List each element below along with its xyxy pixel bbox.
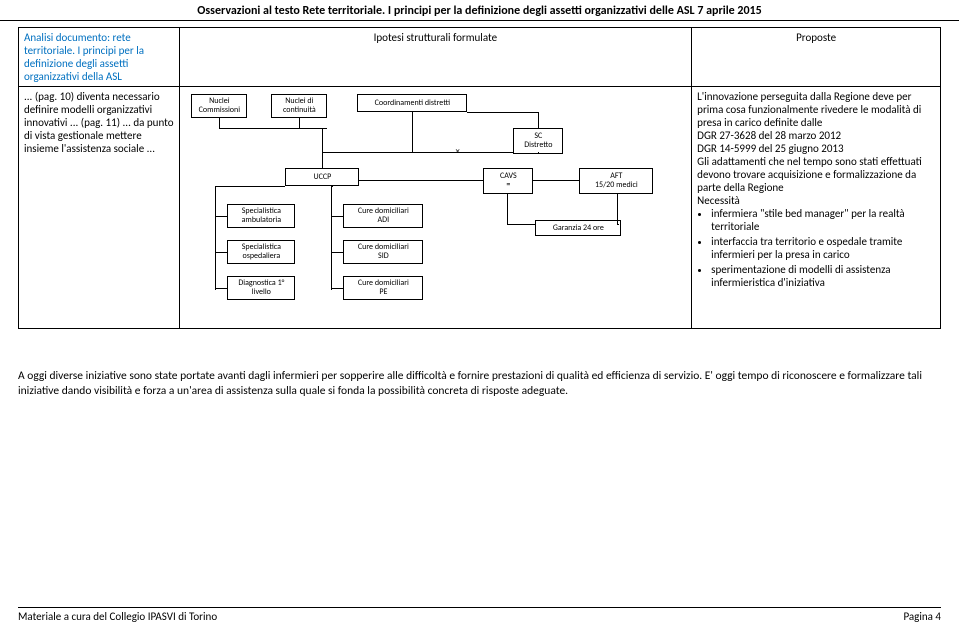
node-coord-distretti: Coordinamenti distretti: [357, 94, 467, 112]
col3-header: Proposte: [692, 28, 941, 87]
org-diagram: NucleiCommissioni Nuclei dicontinuità Co…: [185, 90, 685, 325]
footer-left: Materiale a cura del Collegio IPASVI di …: [18, 610, 217, 623]
node-sc-distretto: SCDistretto: [513, 128, 563, 154]
col1-header: Analisi documento: rete territoriale. I …: [19, 28, 180, 87]
node-diagnostica-livello: Diagnostica 1°livello: [227, 276, 295, 300]
footer-right: Pagina 4: [903, 610, 941, 623]
node-cavs: CAVS=: [483, 168, 533, 194]
col3-intro: L'innovazione perseguita dalla Regione d…: [697, 90, 935, 129]
foot-paragraph: A oggi diverse iniziative sono state por…: [0, 329, 959, 399]
node-cure-adi: Cure domiciliariADI: [343, 204, 423, 228]
list-item: sperimentazione di modelli di assistenza…: [711, 263, 935, 289]
node-spec-ospedaliera: Specialisticaospedaliera: [227, 240, 295, 264]
list-item: interfaccia tra territorio e ospedale tr…: [711, 235, 935, 261]
document-header: Osservazioni al testo Rete territoriale.…: [0, 0, 959, 21]
analysis-table: Analisi documento: rete territoriale. I …: [18, 27, 941, 329]
page-footer: Materiale a cura del Collegio IPASVI di …: [18, 607, 941, 623]
col3-dgr1: DGR 27-3628 del 28 marzo 2012: [697, 129, 935, 142]
node-uccp: UCCP: [285, 168, 359, 186]
col2-header: Ipotesi strutturali formulate: [179, 28, 692, 87]
node-garanzia: Garanzia 24 ore: [535, 220, 621, 236]
col1-body: ... (pag. 10) diventa necessario definir…: [19, 87, 180, 329]
col3-necessita: Necessità: [697, 194, 935, 207]
col3-dgr2: DGR 14-5999 del 25 giugno 2013: [697, 142, 935, 155]
node-nuclei-continuita: Nuclei dicontinuità: [271, 94, 327, 118]
col3-bullets: infermiera "stile bed manager" per la re…: [711, 207, 935, 289]
node-aft: AFT15/20 medici: [579, 168, 653, 194]
node-cure-sid: Cure domiciliariSID: [343, 240, 423, 264]
col3-body: L'innovazione perseguita dalla Regione d…: [692, 87, 941, 329]
node-spec-ambulatoria: Specialisticaambulatoria: [227, 204, 295, 228]
node-nuclei-commissioni: NucleiCommissioni: [191, 94, 247, 118]
node-cure-pe: Cure domiciliariPE: [343, 276, 423, 300]
col3-adatt: Gli adattamenti che nel tempo sono stati…: [697, 155, 935, 194]
x-mark: ×: [455, 146, 459, 157]
diagram-cell: NucleiCommissioni Nuclei dicontinuità Co…: [179, 87, 692, 329]
content-area: Analisi documento: rete territoriale. I …: [0, 21, 959, 329]
list-item: infermiera "stile bed manager" per la re…: [711, 207, 935, 233]
